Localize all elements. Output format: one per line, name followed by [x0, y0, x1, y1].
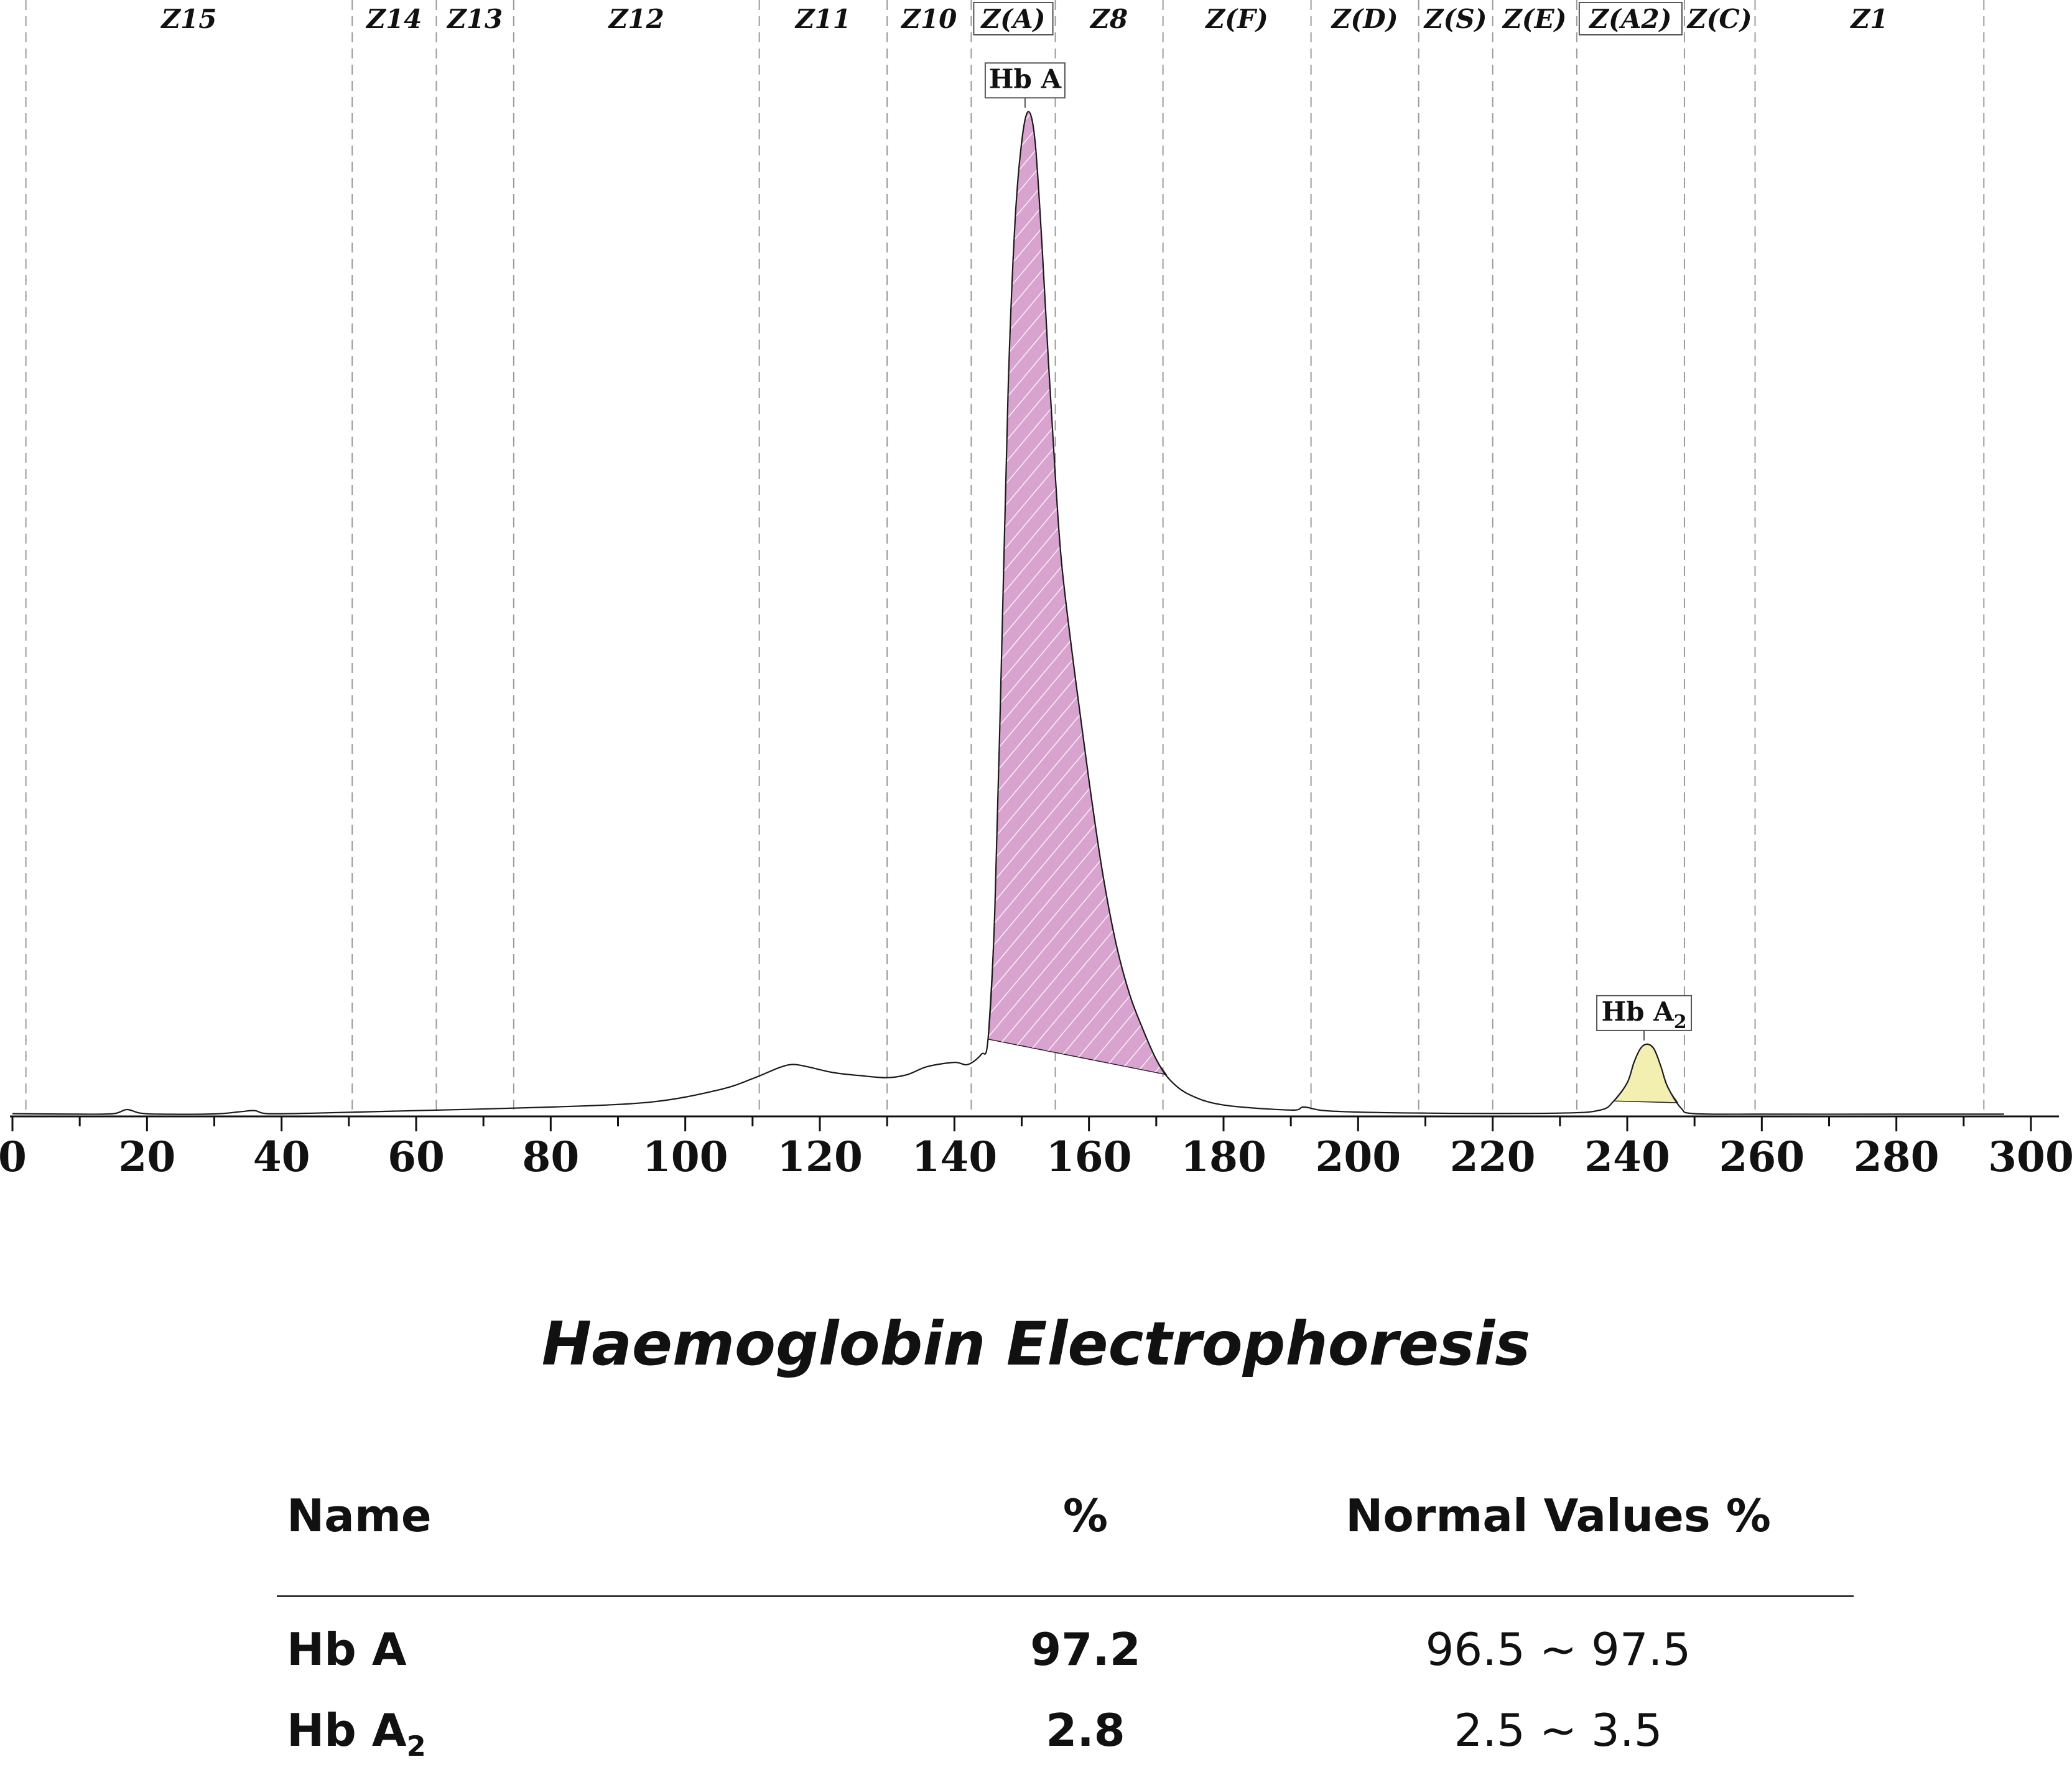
electrophoresis-chart: Z15 Z14 Z13 Z12 Z11 Z10 Z(A) Z8 Z(F) Z(D) Z(S) Z(E)… [0, 0, 2072, 1181]
zone-label: Z13 [446, 4, 503, 34]
peak-labels: Hb AHb A2 [984, 62, 1693, 1041]
row-percent: 2.8 [1046, 1704, 1125, 1756]
zone-label: Z10 [900, 4, 957, 34]
x-tick-label: 180 [1181, 1133, 1266, 1181]
row-normal-range: 96.5 ~ 97.5 [1425, 1623, 1691, 1676]
peak-label-box [984, 62, 1066, 99]
x-tick-label: 0 [0, 1133, 27, 1181]
zone-boundary-lines [25, 0, 1985, 1116]
table-header: Name % Normal Values % [277, 1490, 1854, 1570]
peak-label: Hb A [989, 63, 1062, 94]
x-tick-label: 200 [1315, 1133, 1401, 1181]
row-percent: 97.2 [1030, 1623, 1141, 1676]
x-tick-label: 160 [1046, 1133, 1132, 1181]
peak-areas [987, 111, 1679, 1103]
table-divider [277, 1595, 1854, 1597]
zone-label: Z(C) [1686, 4, 1752, 34]
report-title: Haemoglobin Electrophoresis [541, 1309, 1531, 1379]
zone-label: Z8 [1089, 4, 1128, 34]
x-tick-label: 240 [1584, 1133, 1670, 1181]
zone-label: Z14 [365, 4, 422, 34]
table-row: Hb A 97.2 96.5 ~ 97.5 [277, 1623, 1854, 1704]
zone-label: Z(F) [1205, 4, 1268, 34]
x-axis: 0 20 40 60 80 100 120 140 160 180 200 220 240 260 280 3… [0, 1115, 2072, 1181]
x-tick-label: 140 [911, 1133, 997, 1181]
zone-label: Z(D) [1331, 4, 1398, 34]
x-tick-label: 20 [118, 1133, 175, 1181]
x-tick-label: 260 [1719, 1133, 1805, 1181]
x-tick-label: 100 [643, 1133, 728, 1181]
zone-label: Z12 [608, 4, 664, 34]
x-tick-label: 40 [253, 1133, 310, 1181]
row-name: Hb A2 [287, 1704, 426, 1763]
column-header-name: Name [287, 1490, 432, 1542]
table-row: Hb A2 2.8 2.5 ~ 3.5 [277, 1704, 1854, 1785]
x-tick-label: 60 [388, 1133, 445, 1181]
row-name: Hb A [287, 1623, 407, 1676]
zone-label: Z(A2) [1588, 4, 1671, 34]
zone-label-box [973, 2, 1054, 35]
zone-label: Z15 [160, 4, 216, 34]
zone-label: Z11 [794, 4, 851, 34]
x-tick-label: 80 [522, 1133, 579, 1181]
electrophoresis-trace [12, 111, 2004, 1115]
zone-labels: Z15 Z14 Z13 Z12 Z11 Z10 Z(A) Z8 Z(F) Z(D) Z(S) Z(E)… [160, 2, 1888, 35]
x-tick-label: 280 [1854, 1133, 1940, 1181]
row-normal-range: 2.5 ~ 3.5 [1454, 1704, 1663, 1756]
zone-label: Z(E) [1502, 4, 1566, 34]
peak-hatch [988, 111, 1167, 1075]
x-tick-label: 120 [777, 1133, 863, 1181]
column-header-normal-values: Normal Values % [1345, 1490, 1771, 1542]
zone-label: Z(S) [1423, 4, 1487, 34]
x-tick-label: 220 [1450, 1133, 1536, 1181]
column-header-percent: % [1062, 1490, 1108, 1542]
peak-area [1612, 1044, 1679, 1103]
zone-label: Z(A) [980, 4, 1045, 34]
zone-label: Z1 [1849, 4, 1888, 34]
zone-label-box [1578, 2, 1683, 35]
x-tick-label: 300 [1988, 1133, 2072, 1181]
peak-label-box [1596, 994, 1693, 1031]
results-table: Name % Normal Values % Hb A 97.2 96.5 ~ … [277, 1490, 1854, 1763]
